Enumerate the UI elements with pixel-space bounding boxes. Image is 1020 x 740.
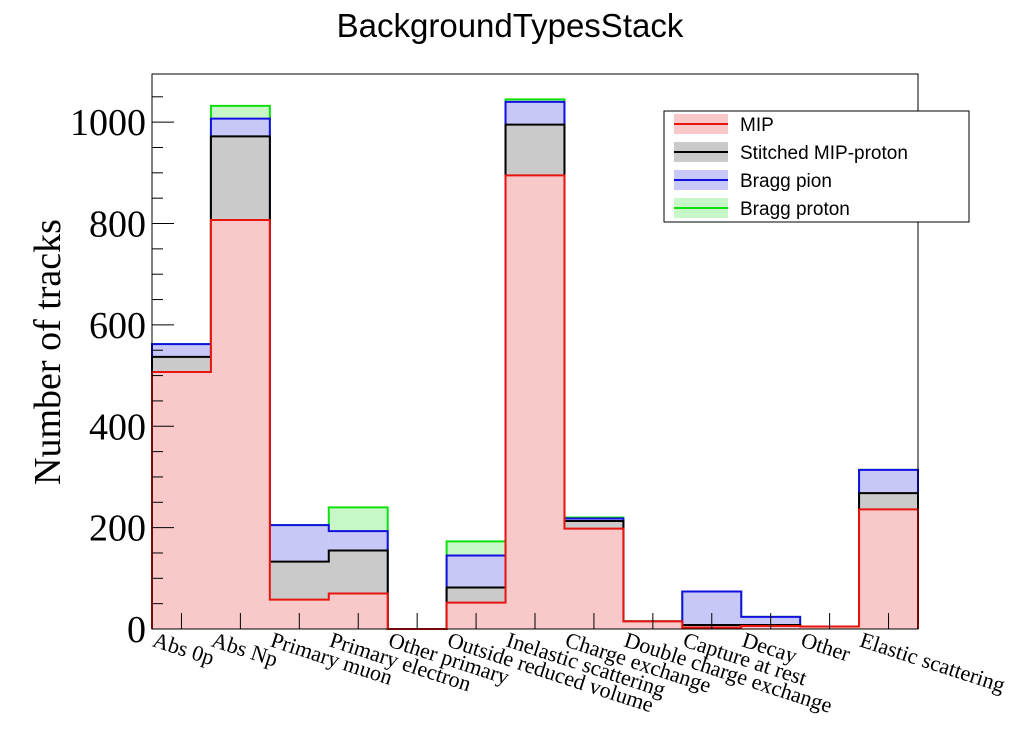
y-axis-label: Number of tracks — [27, 219, 69, 485]
outline-mip — [151, 174, 919, 630]
legend-label: Bragg pion — [740, 171, 832, 192]
bar-mip-abs-0p — [152, 372, 211, 629]
legend-label: Bragg proton — [740, 199, 850, 220]
y-tick-label: 600 — [89, 305, 146, 347]
y-tick-label: 0 — [127, 609, 146, 651]
series-mip — [151, 174, 919, 630]
y-tick-label: 1000 — [70, 102, 146, 144]
chart-title: BackgroundTypesStack — [337, 7, 684, 44]
y-axis: 0 200 400 600 800 1000 — [70, 96, 174, 651]
legend: MIP Stitched MIP-proton Bragg pion Bragg pr… — [663, 110, 970, 223]
y-tick-label: 800 — [89, 204, 146, 246]
y-tick-label: 400 — [89, 406, 146, 448]
x-tick-label: Elastic scattering — [857, 627, 1008, 697]
legend-label: Stitched MIP-proton — [740, 143, 908, 164]
stack-layers — [151, 98, 919, 630]
x-tick-label: Other — [798, 627, 854, 666]
legend-label: MIP — [740, 115, 774, 136]
x-tick-label: Abs 0p — [150, 627, 218, 670]
y-tick-label: 200 — [89, 508, 146, 550]
bar-mip-elastic-scattering — [859, 509, 918, 629]
bar-mip-abs-np — [210, 219, 270, 629]
bar-mip-inelastic-scattering — [505, 175, 565, 629]
bar-mip-charge-exchange — [564, 528, 624, 629]
